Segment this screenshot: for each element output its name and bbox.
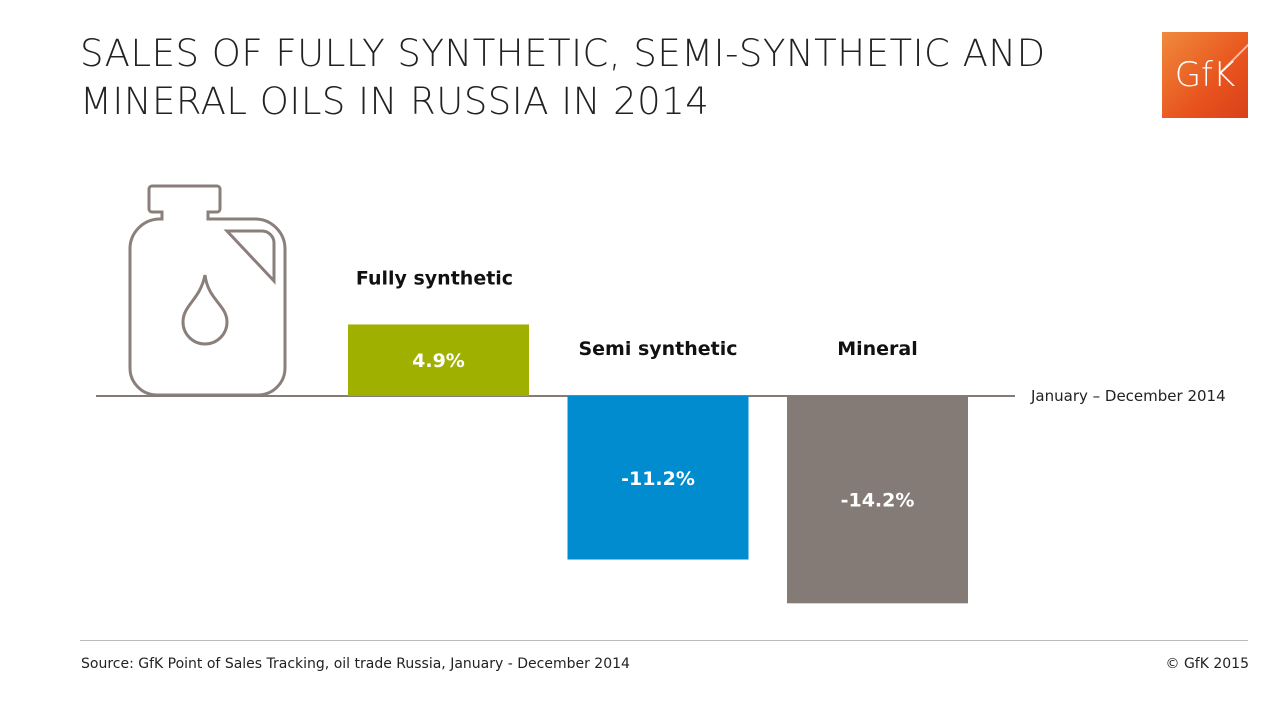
page-title: SALES OF FULLY SYNTHETIC, SEMI-SYNTHETIC… [80,30,1080,126]
copyright: © GfK 2015 [1165,656,1250,672]
bar-semi-synthetic [567,396,749,560]
source-note: Source: GfK Point of Sales Tracking, oil… [81,656,630,672]
data-label: -14.2% [841,490,915,512]
bar-fully-synthetic [348,324,529,396]
gfk-logo: GfK [1162,32,1248,118]
data-label: -11.2% [621,468,695,490]
period-label: January – December 2014 [1030,387,1226,405]
category-label: Semi synthetic [578,338,737,360]
oil-canister-icon [128,184,287,397]
chart: January – December 2014 4.9% Fully synthe… [96,184,1226,604]
footer-divider [80,640,1248,641]
category-label: Fully synthetic [356,267,513,289]
title-line-2: MINERAL OILS IN RUSSIA IN 2014 [80,80,710,123]
logo-text: GfK [1174,55,1236,95]
title-line-1: SALES OF FULLY SYNTHETIC, SEMI-SYNTHETIC… [80,32,1046,75]
bar-mineral [787,396,968,604]
category-label: Mineral [837,338,918,360]
data-label: 4.9% [412,350,465,372]
